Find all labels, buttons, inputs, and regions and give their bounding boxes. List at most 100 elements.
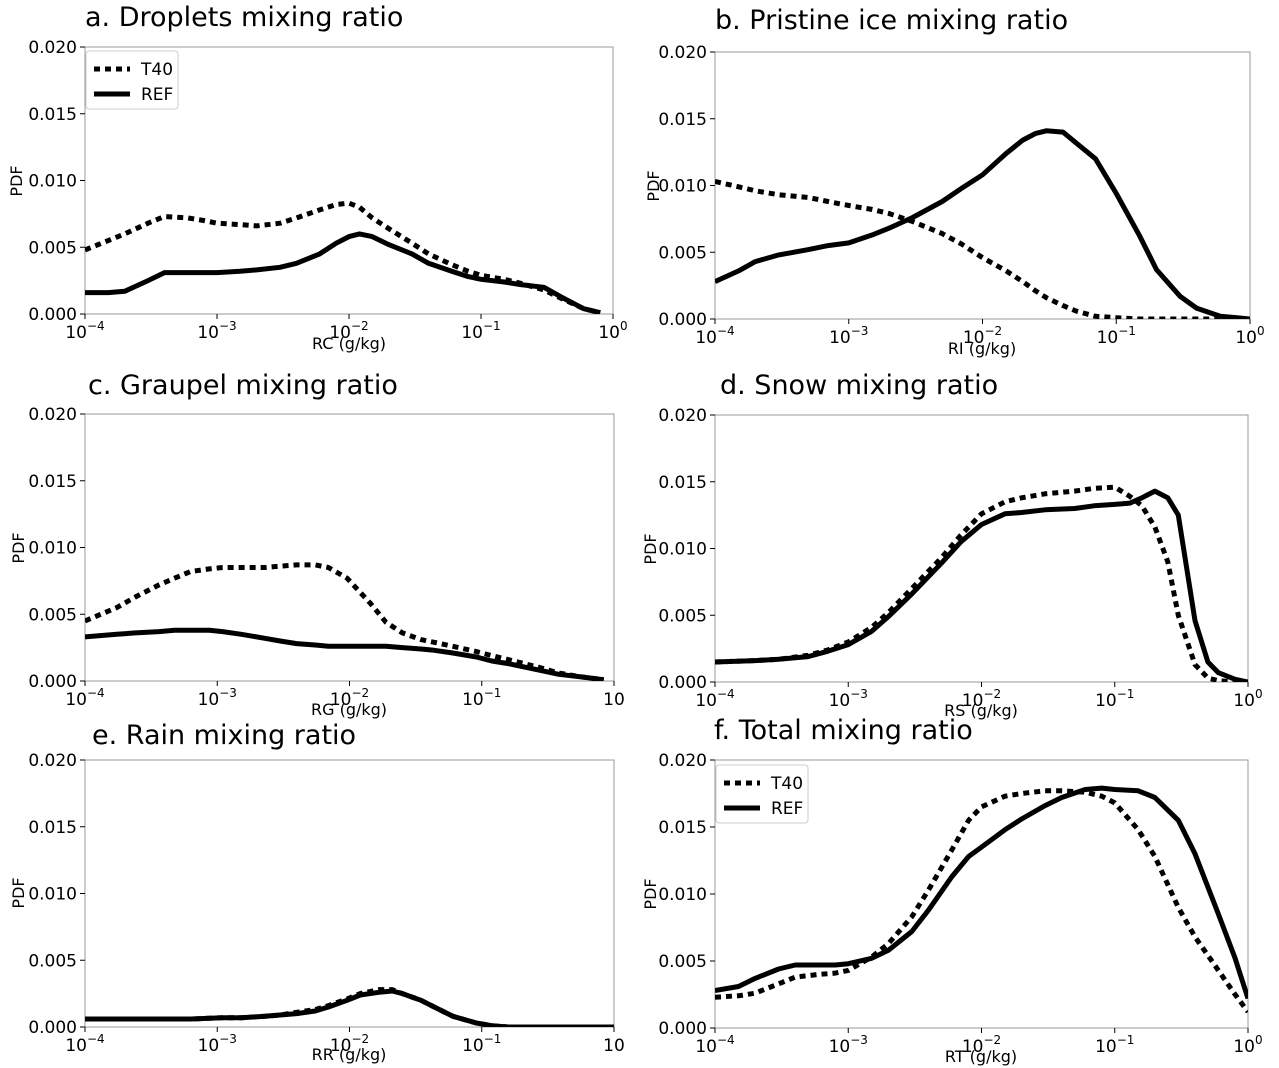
panel-d: d. Snow mixing ratio RS (g/kg) PDF 0.000…	[641, 370, 1263, 720]
series-line-ref	[715, 128, 1250, 319]
x-axis-label: RG (g/kg)	[311, 700, 387, 719]
x-tick-label: 10−1	[462, 1032, 501, 1056]
y-tick-label: 0.015	[658, 473, 707, 493]
series-line-t40	[715, 179, 1250, 319]
x-ticks: 10−4 10−3 10−2 10−1 100	[695, 1028, 1263, 1057]
y-tick-label: 0.020	[28, 751, 77, 771]
y-tick-label: 0.020	[28, 38, 77, 58]
x-tick-label: 100	[1233, 687, 1262, 711]
panel-title: f. Total mixing ratio	[714, 715, 973, 746]
y-ticks: 0.000 0.005 0.010 0.015 0.020	[658, 43, 715, 330]
y-tick-label: 0.005	[28, 238, 77, 258]
series-lines	[85, 987, 614, 1027]
y-tick-label: 0.000	[658, 673, 707, 693]
panel-a: a. Droplets mixing ratio RC (g/kg) PDF 0…	[7, 2, 628, 353]
y-ticks: 0.000 0.005 0.010 0.015 0.020	[28, 405, 85, 692]
series-lines	[85, 562, 605, 681]
y-axis-label: PDF	[7, 165, 26, 196]
legend-label-ref: REF	[771, 799, 803, 819]
x-tick-label: 10−3	[829, 1033, 868, 1057]
y-tick-label: 0.000	[658, 310, 707, 330]
x-axis-label: RC (g/kg)	[312, 334, 386, 353]
y-tick-label: 0.010	[28, 172, 77, 192]
panel-e: e. Rain mixing ratio RR (g/kg) PDF 0.000…	[9, 720, 625, 1064]
y-tick-label: 0.010	[28, 539, 77, 559]
y-tick-label: 0.010	[28, 885, 77, 905]
y-tick-label: 0.005	[658, 243, 707, 263]
y-axis-label: PDF	[9, 877, 28, 908]
y-tick-label: 0.005	[658, 952, 707, 972]
x-tick-label: 10−3	[829, 687, 868, 711]
x-ticks: 10−4 10−3 10−2 10−1 100	[65, 314, 628, 343]
series-lines	[85, 200, 601, 314]
legend: T40 REF	[715, 764, 809, 824]
y-tick-label: 0.010	[658, 540, 707, 560]
x-tick-label: 10−3	[198, 1032, 237, 1056]
x-tick-label: 10−4	[65, 1032, 104, 1056]
y-tick-label: 0.000	[658, 1019, 707, 1039]
legend: T40 REF	[85, 50, 179, 110]
x-tick-label: 10−4	[65, 319, 104, 343]
panel-title: d. Snow mixing ratio	[720, 370, 998, 401]
x-ticks: 10−4 10−3 10−2 10−1 10	[65, 681, 625, 710]
y-tick-label: 0.010	[658, 885, 707, 905]
x-tick-label: 10−1	[1097, 324, 1136, 348]
y-tick-label: 0.020	[658, 43, 707, 63]
x-tick-label: 10−3	[198, 686, 237, 710]
series-line-t40	[85, 200, 601, 314]
plot-area	[714, 414, 1249, 683]
series-line-ref	[85, 627, 605, 681]
y-tick-label: 0.020	[28, 405, 77, 425]
legend-label-t40: T40	[140, 60, 173, 80]
y-tick-label: 0.015	[658, 818, 707, 838]
x-axis-label: RS (g/kg)	[944, 701, 1018, 720]
panel-title: a. Droplets mixing ratio	[85, 2, 403, 33]
x-tick-label: 100	[1235, 324, 1264, 348]
y-tick-label: 0.000	[28, 672, 77, 692]
x-tick-label: 100	[1233, 1033, 1262, 1057]
y-ticks: 0.000 0.005 0.010 0.015 0.020	[658, 751, 715, 1039]
x-ticks: 10−4 10−3 10−2 10−1 10	[65, 1027, 625, 1056]
panel-title: b. Pristine ice mixing ratio	[715, 5, 1068, 36]
x-tick-label: 10−1	[461, 319, 500, 343]
x-tick-label: 10−2	[330, 686, 369, 710]
x-axis-label: RR (g/kg)	[312, 1045, 387, 1064]
y-axis-label: PDF	[644, 170, 663, 201]
series-line-t40	[715, 788, 1248, 1014]
series-line-ref	[715, 785, 1248, 1000]
y-tick-label: 0.015	[658, 110, 707, 130]
x-axis-label: RI (g/kg)	[948, 339, 1016, 358]
y-tick-label: 0.005	[28, 605, 77, 625]
panel-c: c. Graupel mixing ratio RG (g/kg) PDF 0.…	[9, 370, 625, 719]
y-ticks: 0.000 0.005 0.010 0.015 0.020	[658, 406, 715, 693]
panel-title: c. Graupel mixing ratio	[88, 370, 398, 401]
x-axis-label: RT (g/kg)	[945, 1047, 1017, 1066]
x-ticks: 10−4 10−3 10−2 10−1 100	[695, 682, 1263, 711]
x-tick-label: 10−1	[1095, 687, 1134, 711]
series-lines	[715, 484, 1248, 682]
plot-area	[84, 413, 615, 682]
panel-f: f. Total mixing ratio RT (g/kg) PDF 0.00…	[641, 715, 1263, 1066]
x-tick-label: 10−1	[462, 686, 501, 710]
x-tick-label: 10−2	[963, 324, 1002, 348]
series-line-ref	[715, 488, 1248, 682]
y-tick-label: 0.020	[658, 751, 707, 771]
x-tick-label: 10−4	[695, 1033, 734, 1057]
series-lines	[715, 785, 1248, 1014]
x-tick-label: 100	[598, 319, 627, 343]
plot-area	[714, 51, 1251, 320]
y-ticks: 0.000 0.005 0.010 0.015 0.020	[28, 751, 85, 1038]
x-tick-label: 10	[603, 1036, 625, 1056]
y-tick-label: 0.015	[28, 472, 77, 492]
panel-title: e. Rain mixing ratio	[92, 720, 356, 751]
x-tick-label: 10−3	[197, 319, 236, 343]
x-tick-label: 10−2	[330, 1032, 369, 1056]
series-line-ref	[85, 988, 614, 1027]
legend-label-t40: T40	[770, 774, 803, 794]
y-axis-label: PDF	[641, 878, 660, 909]
x-tick-label: 10−4	[65, 686, 104, 710]
y-tick-label: 0.020	[658, 406, 707, 426]
series-line-ref	[85, 231, 601, 314]
y-axis-label: PDF	[641, 533, 660, 564]
